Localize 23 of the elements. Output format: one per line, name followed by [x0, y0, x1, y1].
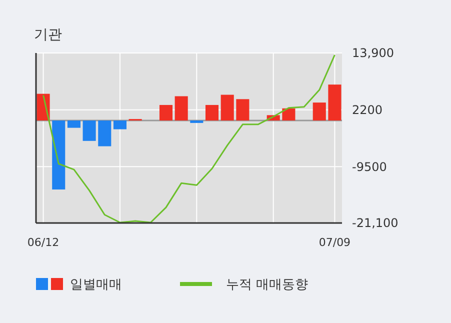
- x-tick-label: 07/09: [318, 236, 351, 249]
- y-tick-label: 2200: [352, 103, 383, 118]
- y-tick-label: 13,900: [352, 46, 394, 60]
- legend-label: 누적 매매동향: [226, 278, 308, 293]
- bar: [328, 84, 342, 121]
- y-tick-label: -9500: [352, 160, 387, 174]
- bar: [159, 104, 173, 121]
- bar: [67, 120, 80, 128]
- chart-title: 기관: [34, 27, 62, 43]
- bar: [174, 96, 188, 121]
- bar: [282, 108, 296, 121]
- bar: [205, 104, 219, 121]
- bar: [312, 102, 326, 121]
- legend-label: 일별매매: [70, 278, 122, 293]
- bar: [220, 94, 234, 121]
- bar: [236, 99, 250, 121]
- bar: [52, 120, 66, 190]
- bar: [113, 120, 126, 130]
- line-series: [42, 54, 336, 224]
- bar: [98, 120, 112, 146]
- x-tick-label: 06/12: [27, 236, 60, 249]
- y-tick-label: -21,100: [352, 216, 398, 230]
- bar: [82, 120, 96, 141]
